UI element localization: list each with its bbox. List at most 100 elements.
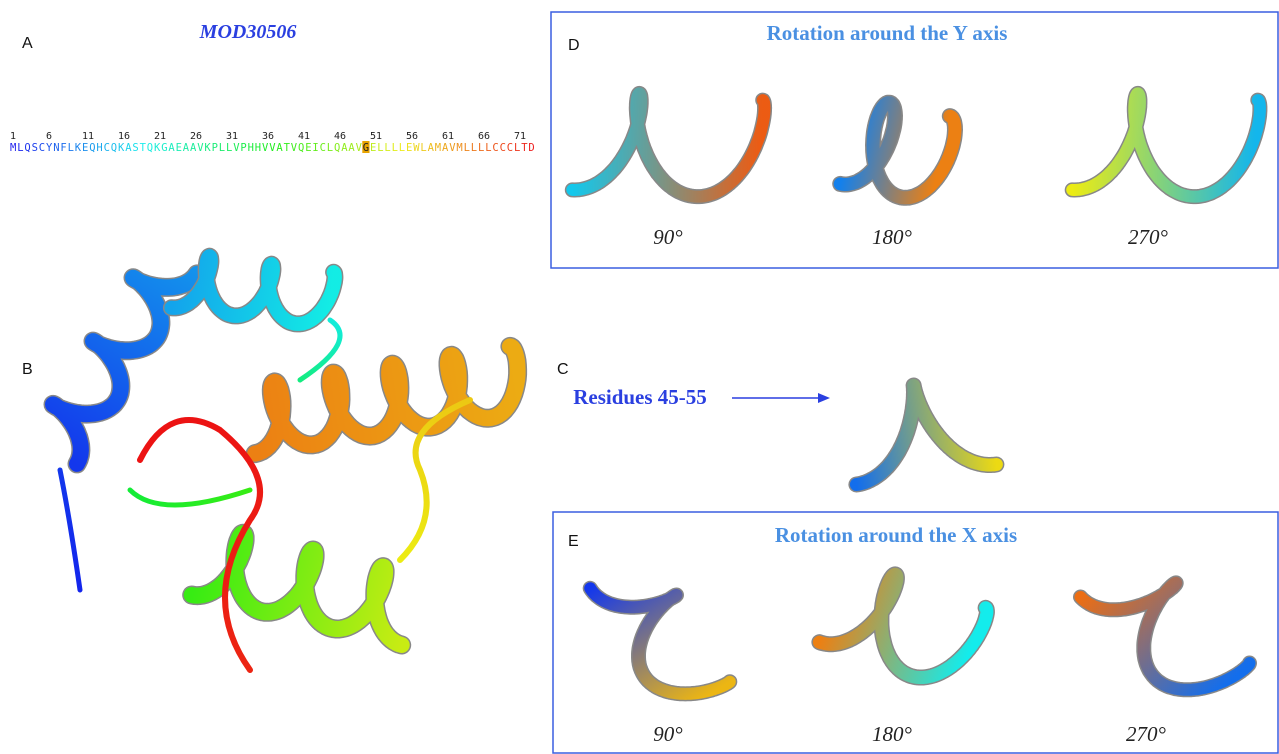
position-number: 1 (10, 131, 16, 142)
coil (60, 470, 80, 590)
ribbon (572, 93, 764, 196)
residue: G (363, 142, 369, 154)
residue: V (449, 142, 456, 154)
residue: S (32, 142, 38, 154)
residue: E (176, 142, 182, 154)
residue: H (96, 142, 102, 154)
residue: L (514, 142, 520, 154)
position-number: 71 (514, 131, 526, 142)
residue: L (464, 142, 470, 154)
ribbon (590, 588, 730, 694)
figure: A B C D E MOD30506 Rotation around the Y… (0, 0, 1279, 754)
residue: V (291, 142, 298, 154)
residue: E (82, 142, 88, 154)
residue: A (428, 142, 435, 154)
residue: L (68, 142, 74, 154)
residue: Q (147, 142, 153, 154)
residue: P (240, 142, 246, 154)
residue: D (528, 142, 534, 154)
residue: T (521, 142, 528, 154)
residues-label: Residues 45-55 (573, 385, 707, 409)
position-number: 6 (46, 131, 52, 142)
position-number: 21 (154, 131, 166, 142)
panel-label: D (568, 37, 580, 54)
residue: Q (24, 142, 30, 154)
residue: C (507, 142, 513, 154)
residue: L (384, 142, 390, 154)
residue: C (492, 142, 498, 154)
residue: L (377, 142, 383, 154)
rotation-title: Rotation around the Y axis (767, 21, 1008, 45)
residue: L (471, 142, 477, 154)
panel-e-box (553, 512, 1278, 753)
residue: K (75, 142, 82, 154)
residue: I (312, 142, 318, 154)
angle-label: 180° (872, 225, 913, 249)
position-number: 56 (406, 131, 418, 142)
panel-label: A (22, 35, 33, 52)
residue: A (168, 142, 175, 154)
residue: F (60, 142, 66, 154)
residue: P (212, 142, 218, 154)
residue: L (219, 142, 225, 154)
position-number: 66 (478, 131, 490, 142)
residue: A (276, 142, 283, 154)
residue: M (10, 142, 16, 154)
residue: Q (298, 142, 304, 154)
residue: L (327, 142, 333, 154)
residue: H (255, 142, 261, 154)
rotation-title: Rotation around the X axis (775, 523, 1017, 547)
residue: H (248, 142, 254, 154)
residue: E (370, 142, 376, 154)
angle-label: 270° (1128, 225, 1169, 249)
residue: L (478, 142, 484, 154)
panel-label: E (568, 533, 579, 550)
coil (130, 490, 250, 505)
residue: L (399, 142, 405, 154)
residue: Y (46, 142, 53, 154)
panel-label: B (22, 361, 33, 378)
residue: K (118, 142, 125, 154)
position-number: 11 (82, 131, 94, 142)
residue: G (161, 142, 167, 154)
residue: C (320, 142, 326, 154)
residue: A (341, 142, 348, 154)
residue: A (125, 142, 132, 154)
position-number: 36 (262, 131, 274, 142)
residue: L (420, 142, 426, 154)
residue: C (104, 142, 110, 154)
angle-label: 90° (653, 722, 683, 746)
residue: E (406, 142, 412, 154)
ribbon (840, 103, 955, 198)
position-number: 46 (334, 131, 346, 142)
residue: A (442, 142, 449, 154)
residue: Q (89, 142, 95, 154)
residue: L (226, 142, 232, 154)
residue: T (140, 142, 147, 154)
position-number: 61 (442, 131, 454, 142)
residue: N (53, 142, 59, 154)
residue: Q (334, 142, 340, 154)
residue: V (233, 142, 240, 154)
residue: V (269, 142, 276, 154)
residue: V (197, 142, 204, 154)
residue: L (392, 142, 398, 154)
position-number: 16 (118, 131, 130, 142)
residue: A (190, 142, 197, 154)
residue: K (154, 142, 161, 154)
ribbon (1072, 93, 1260, 196)
residue: W (413, 142, 420, 154)
residue: L (17, 142, 23, 154)
residue: T (284, 142, 291, 154)
model-title: MOD30506 (199, 21, 297, 43)
residue: V (356, 142, 363, 154)
residue: C (39, 142, 45, 154)
position-number: 51 (370, 131, 382, 142)
angle-label: 180° (872, 722, 913, 746)
residue: E (305, 142, 311, 154)
residue: L (485, 142, 491, 154)
residue: A (348, 142, 355, 154)
arrow-head (818, 393, 830, 403)
ribbon (819, 574, 987, 677)
